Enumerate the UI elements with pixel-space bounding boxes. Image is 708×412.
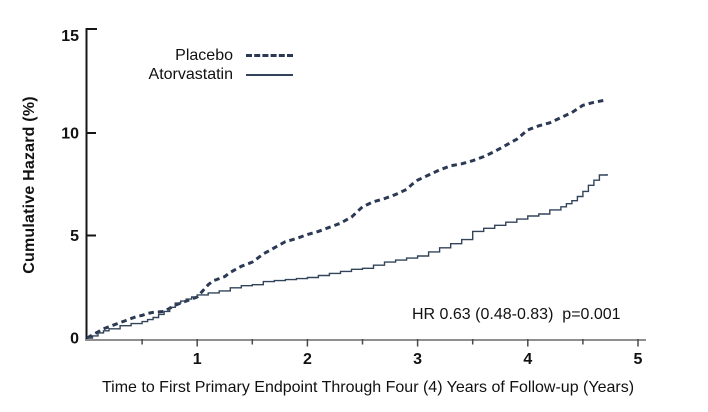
legend: Placebo Atorvastatin — [125, 46, 293, 84]
legend-label-placebo: Placebo — [175, 46, 233, 64]
x-tick-label: 2 — [303, 351, 312, 368]
placebo-dashed-line-swatch — [246, 54, 293, 57]
y-tick-label: 15 — [61, 28, 79, 45]
x-tick-label: 3 — [413, 351, 422, 368]
placebo-curve — [86, 98, 606, 340]
atorvastatin-curve — [87, 174, 608, 339]
hazard-ratio-annotation: HR 0.63 (0.48-0.83) p=0.001 — [412, 306, 621, 323]
y-tick-label: 10 — [61, 126, 79, 143]
legend-item-placebo: Placebo — [125, 46, 293, 65]
y-axis-title: Cumulative Hazard (%) — [21, 96, 38, 274]
legend-item-atorvastatin: Atorvastatin — [125, 65, 293, 84]
y-tick-label: 5 — [70, 228, 79, 245]
y-tick-label: 0 — [70, 331, 79, 348]
x-axis-title: Time to First Primary Endpoint Through F… — [101, 379, 635, 396]
atorvastatin-solid-line-swatch — [246, 73, 293, 76]
x-tick-label: 1 — [193, 351, 202, 368]
x-tick-label: 4 — [523, 351, 532, 368]
x-tick-label: 5 — [634, 351, 643, 368]
legend-label-atorvastatin: Atorvastatin — [148, 65, 233, 83]
